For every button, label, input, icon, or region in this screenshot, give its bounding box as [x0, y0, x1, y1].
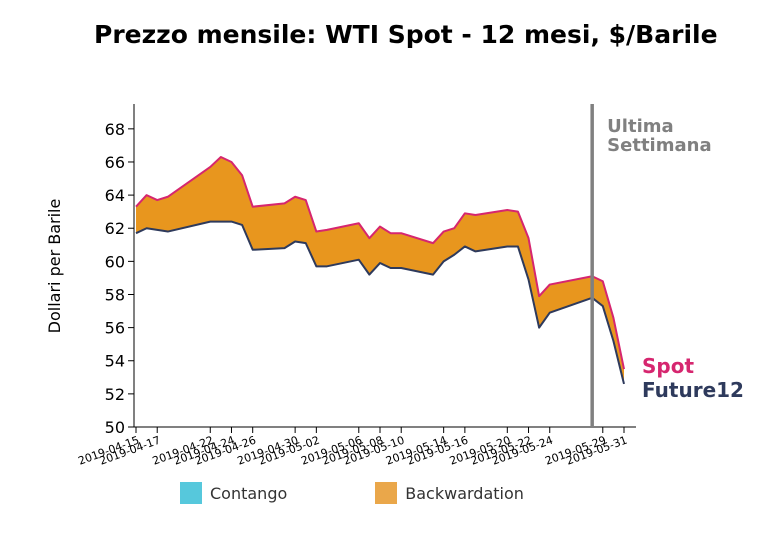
- spread-area: [136, 157, 624, 384]
- future12-end-label: Future12: [642, 378, 744, 402]
- x-axis: 2019-04-152019-04-172019-04-222019-04-24…: [76, 426, 636, 468]
- legend-item-contango: Contango: [180, 482, 287, 504]
- future12-line: [135, 220, 625, 385]
- y-tick-label: 66: [105, 153, 125, 172]
- y-tick-label: 64: [105, 186, 125, 205]
- legend-item-backwardation: Backwardation: [375, 482, 524, 504]
- last-week-label: Ultima: [607, 116, 673, 137]
- last-week-label: Settimana: [607, 135, 711, 156]
- y-axis-label: Dollari per Barile: [45, 199, 64, 334]
- legend-label-backwardation: Backwardation: [405, 483, 524, 503]
- backwardation-area: [136, 157, 624, 384]
- legend-swatch-contango: [180, 482, 202, 504]
- y-axis: 50 52 54 56 58 60 62 64 66 68: [105, 104, 135, 437]
- y-tick-label: 54: [105, 352, 125, 371]
- y-tick-label: 52: [105, 385, 125, 404]
- legend-swatch-backwardation: [375, 482, 398, 504]
- spot-end-label: Spot: [642, 354, 694, 378]
- y-tick-label: 50: [105, 418, 125, 437]
- legend-label-contango: Contango: [210, 483, 288, 503]
- y-tick-label: 62: [105, 219, 125, 238]
- y-tick-label: 58: [105, 285, 125, 304]
- y-tick-label: 60: [105, 252, 125, 271]
- spot-line: [135, 156, 625, 370]
- y-tick-label: 68: [105, 120, 125, 139]
- chart-title: Prezzo mensile: WTI Spot - 12 mesi, $/Ba…: [94, 20, 718, 49]
- legend: Contango Backwardation: [180, 482, 524, 504]
- y-tick-label: 56: [105, 319, 125, 338]
- series-lines: [135, 156, 625, 385]
